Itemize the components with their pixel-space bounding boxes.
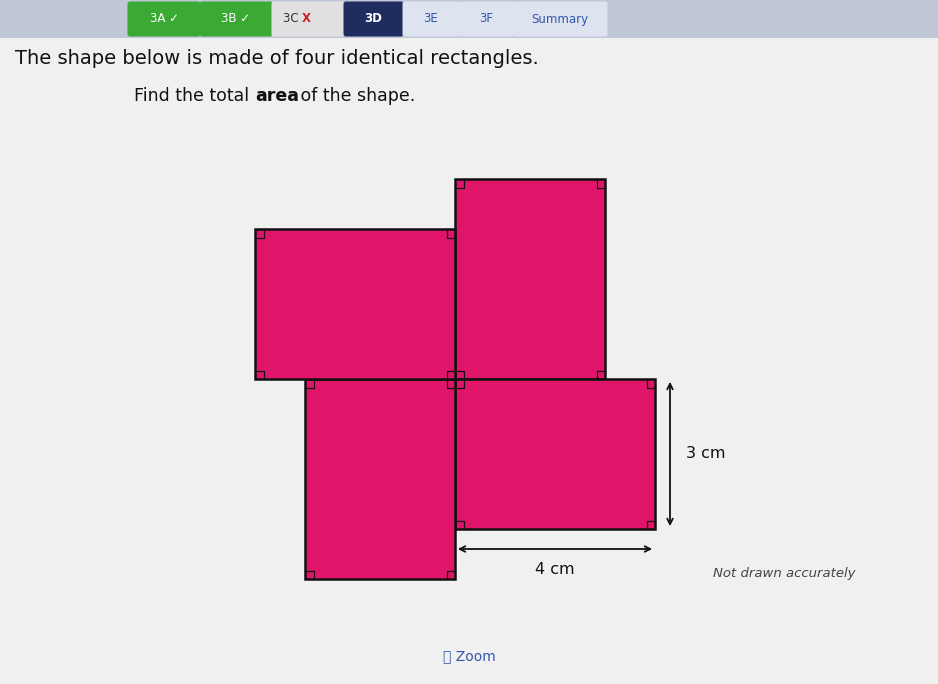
Text: 3C: 3C — [282, 12, 302, 25]
Text: 3A ✓: 3A ✓ — [149, 12, 178, 25]
Text: 🔍 Zoom: 🔍 Zoom — [443, 649, 495, 663]
Text: 3D: 3D — [365, 12, 383, 25]
Bar — [255, 229, 455, 379]
Text: X: X — [302, 12, 311, 25]
FancyBboxPatch shape — [128, 1, 201, 36]
FancyBboxPatch shape — [271, 1, 344, 36]
FancyBboxPatch shape — [512, 1, 608, 36]
Text: Not drawn accurately: Not drawn accurately — [713, 568, 855, 581]
Bar — [455, 379, 655, 529]
FancyBboxPatch shape — [402, 1, 460, 36]
Bar — [305, 379, 455, 579]
FancyBboxPatch shape — [200, 1, 273, 36]
Text: 4 cm: 4 cm — [536, 562, 575, 577]
FancyBboxPatch shape — [343, 1, 403, 36]
FancyBboxPatch shape — [459, 1, 513, 36]
Bar — [0, 0, 938, 38]
Text: 3E: 3E — [424, 12, 438, 25]
Bar — [455, 179, 605, 379]
Text: Summary: Summary — [532, 12, 588, 25]
Text: 3F: 3F — [479, 12, 493, 25]
Text: of the shape.: of the shape. — [295, 87, 416, 105]
Text: area: area — [255, 87, 299, 105]
Text: 3B ✓: 3B ✓ — [221, 12, 250, 25]
Text: 3 cm: 3 cm — [686, 447, 725, 462]
Text: The shape below is made of four identical rectangles.: The shape below is made of four identica… — [15, 49, 538, 68]
Text: Find the total: Find the total — [134, 87, 255, 105]
